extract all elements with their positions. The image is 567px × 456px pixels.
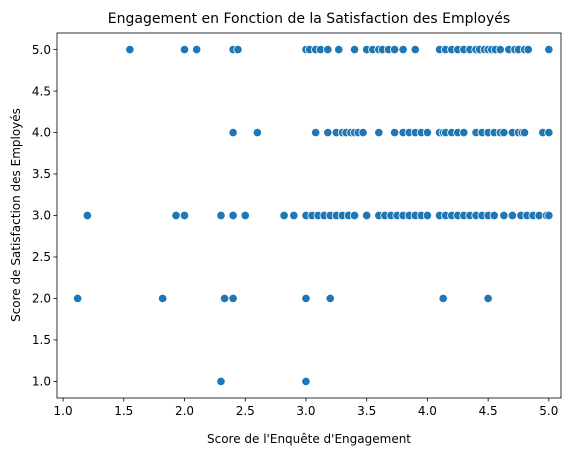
data-point [422, 127, 432, 138]
data-point [301, 376, 311, 386]
data-point [323, 127, 333, 138]
data-point [279, 210, 289, 221]
y-tick-label: 1.0 [32, 375, 51, 389]
data-point [374, 127, 384, 138]
data-point [252, 127, 262, 138]
y-axis-label: Score de Satisfaction des Employés [9, 108, 23, 322]
data-point [334, 45, 344, 55]
x-tick-label: 4.5 [479, 404, 498, 418]
data-point [410, 45, 420, 55]
y-tick-label: 3.0 [32, 209, 51, 223]
data-point [495, 45, 505, 55]
chart-title: Engagement en Fonction de la Satisfactio… [108, 11, 510, 27]
plot-frame [56, 32, 562, 399]
data-point [544, 127, 554, 138]
data-point [499, 210, 509, 221]
data-point [192, 45, 202, 55]
data-point [390, 45, 400, 55]
y-tick-label: 2.5 [32, 250, 51, 264]
y-tick-label: 4.5 [32, 84, 51, 98]
data-point [362, 210, 372, 221]
data-point [216, 210, 226, 221]
y-tick-label: 5.0 [32, 43, 51, 57]
data-point [311, 127, 321, 138]
data-point [349, 210, 360, 221]
x-axis-label: Score de l'Enquête d'Engagement [207, 432, 411, 446]
y-axis: 1.0 1.5 2.0 2.5 3.0 3.5 4.0 4.5 5.0 [32, 43, 57, 389]
data-point [358, 127, 368, 138]
data-point [507, 210, 517, 221]
data-point [325, 293, 335, 304]
data-point [82, 210, 92, 221]
data-point [398, 45, 408, 55]
data-point [422, 210, 432, 221]
data-point [289, 210, 299, 221]
data-point [523, 45, 533, 55]
x-tick-label: 4.0 [418, 404, 437, 418]
x-tick-label: 5.0 [539, 404, 558, 418]
x-tick-label: 1.0 [54, 404, 73, 418]
data-point [483, 293, 493, 304]
data-point [544, 45, 554, 55]
scatter-points [73, 45, 554, 386]
x-tick-label: 2.5 [236, 404, 255, 418]
data-point [228, 127, 238, 138]
data-point [125, 45, 135, 55]
x-tick-label: 3.5 [357, 404, 376, 418]
x-tick-label: 3.0 [296, 404, 315, 418]
data-point [390, 127, 400, 138]
data-point [544, 210, 554, 221]
data-point [158, 293, 168, 304]
x-tick-label: 2.0 [175, 404, 194, 418]
data-point [499, 127, 509, 138]
data-point [240, 210, 250, 221]
data-point [301, 293, 311, 304]
data-point [459, 127, 469, 138]
data-point [216, 376, 226, 386]
data-point [220, 293, 230, 304]
data-point [179, 210, 190, 221]
x-tick-label: 1.5 [114, 404, 133, 418]
data-point [349, 45, 360, 55]
data-point [233, 45, 243, 55]
data-point [179, 45, 190, 55]
y-tick-label: 1.5 [32, 333, 51, 347]
data-point [438, 293, 448, 304]
data-point [489, 210, 499, 221]
y-tick-label: 2.0 [32, 292, 51, 306]
data-point [323, 45, 333, 55]
data-point [171, 210, 181, 221]
y-tick-label: 4.0 [32, 126, 51, 140]
data-point [519, 127, 530, 138]
x-axis: 1.0 1.5 2.0 2.5 3.0 3.5 4.0 4.5 5.0 [54, 398, 558, 418]
data-point [228, 210, 238, 221]
y-tick-label: 3.5 [32, 167, 51, 181]
data-point [73, 293, 83, 304]
data-point [228, 293, 238, 304]
